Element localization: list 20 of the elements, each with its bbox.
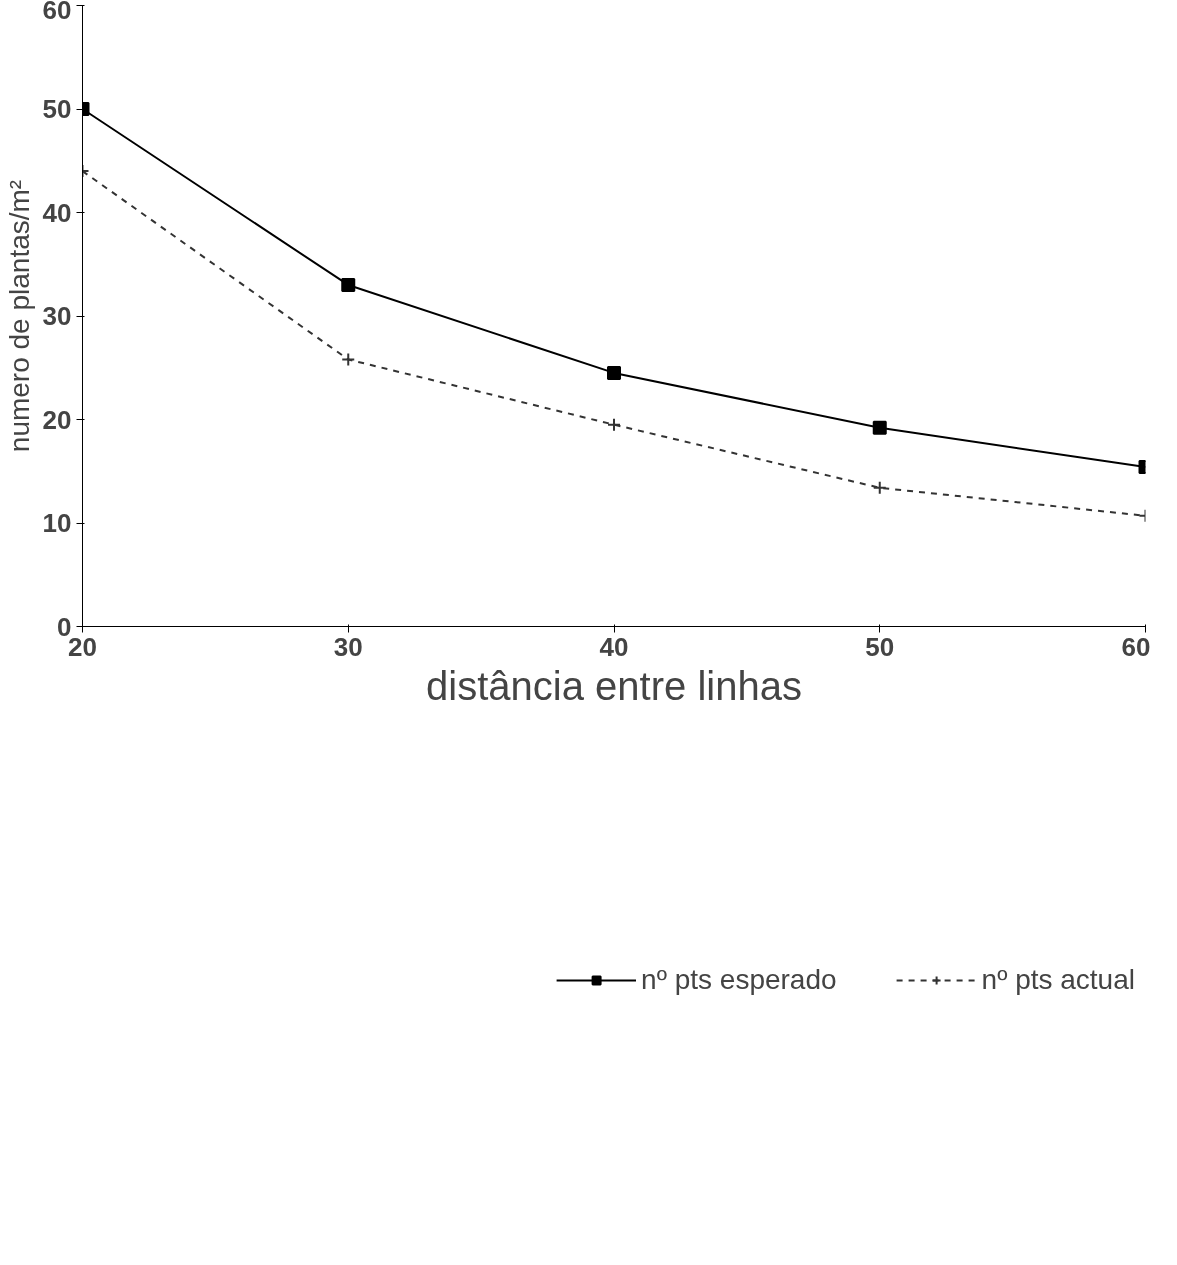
y-axis-title: numero de plantas/m²: [3, 179, 35, 453]
legend-label: nº pts actual: [981, 964, 1135, 996]
point: [341, 277, 356, 292]
y-tick-label: 60: [42, 0, 72, 25]
y-tick-label: 30: [42, 301, 72, 331]
y-tick-label: 10: [42, 508, 72, 538]
x-tick-label: 60: [1121, 631, 1151, 662]
point: [872, 420, 887, 435]
x-tick-label: 40: [599, 631, 629, 662]
point: [872, 480, 887, 495]
legend-label: nº pts esperado: [641, 964, 837, 996]
y-tick-label: 20: [42, 404, 72, 435]
x-tick-label: 30: [333, 631, 363, 662]
x-axis-title: distância entre linhas: [426, 663, 802, 708]
x-tick-label: 50: [865, 631, 895, 662]
y-tick-label: 50: [42, 94, 72, 124]
y-tick-label: 40: [42, 197, 72, 228]
point: [607, 417, 621, 432]
point: [607, 365, 621, 380]
point: [341, 352, 356, 367]
